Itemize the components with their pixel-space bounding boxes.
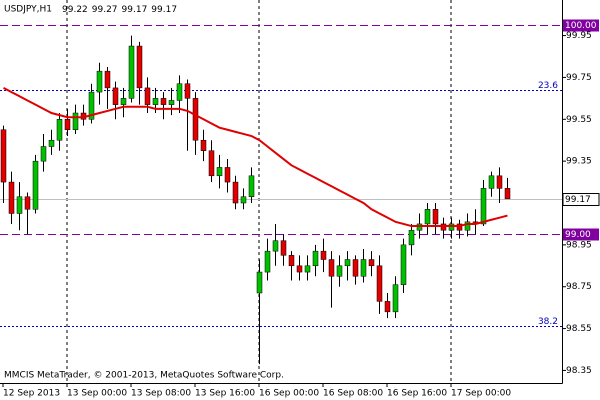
candle-body xyxy=(128,45,135,99)
candle-body xyxy=(160,98,167,105)
candle-body xyxy=(248,175,255,197)
candle-body xyxy=(352,259,359,277)
candle-body xyxy=(168,100,175,105)
ohlc-readout: 99.22 99.27 99.17 99.17 xyxy=(62,5,177,15)
candle-body xyxy=(192,98,199,141)
last-price-box xyxy=(562,193,600,206)
candle-body xyxy=(264,250,271,273)
candle-body xyxy=(432,209,439,225)
x-tick-label: 13 Sep 00:00 xyxy=(67,389,127,399)
level-name: 38.2 xyxy=(538,317,558,327)
ohlc-value: 99.17 xyxy=(122,5,148,15)
candle-body xyxy=(336,265,343,277)
ohlc-value: 99.27 xyxy=(92,5,118,15)
candle-body xyxy=(136,45,143,89)
x-tick-label: 12 Sep 2013 xyxy=(3,389,60,399)
candle-body xyxy=(16,196,23,214)
candle-body xyxy=(392,284,399,313)
candle-body xyxy=(96,70,103,93)
candle-body xyxy=(384,301,391,313)
level-label: 99.00 xyxy=(565,230,591,240)
y-tick-label: 99.35 xyxy=(566,157,592,167)
footer: MMCIS MetaTrader, © 2001-2013, MetaQuote… xyxy=(4,371,284,381)
candle-body xyxy=(496,175,503,189)
x-tick-label: 13 Sep 08:00 xyxy=(131,389,191,399)
candle-body xyxy=(272,240,279,252)
candle-body xyxy=(176,83,183,101)
candle-body xyxy=(280,240,287,256)
candle-body xyxy=(376,265,383,302)
candle-body xyxy=(56,119,63,141)
candle-body xyxy=(456,223,463,231)
candle-body xyxy=(120,98,127,105)
candle-body xyxy=(216,167,223,177)
candle-body xyxy=(112,87,119,105)
candle-body xyxy=(240,196,247,204)
candle-body xyxy=(288,255,295,267)
ohlc-value: 99.17 xyxy=(151,5,177,15)
candle-body xyxy=(400,244,407,285)
level-label: 100.00 xyxy=(565,21,597,31)
x-tick-label: 13 Sep 16:00 xyxy=(195,389,255,399)
candle-body xyxy=(152,98,159,105)
candle-body xyxy=(408,229,415,246)
level-box xyxy=(563,19,599,32)
y-tick-label: 99.75 xyxy=(566,73,592,83)
candle-body xyxy=(296,265,303,273)
candle-body xyxy=(104,70,111,89)
candle-body xyxy=(200,139,207,151)
candle-body xyxy=(488,175,495,189)
candle-body xyxy=(184,83,191,99)
candle-body xyxy=(208,150,215,177)
candle-body xyxy=(448,223,455,231)
candle-body xyxy=(368,259,375,267)
candle-body xyxy=(424,209,431,225)
candle-body xyxy=(24,196,31,210)
candle-body xyxy=(64,119,71,131)
candle-body xyxy=(40,146,47,162)
candle-body xyxy=(312,250,319,267)
candle-body xyxy=(304,265,311,273)
candle-body xyxy=(504,188,511,200)
y-tick-label: 98.35 xyxy=(566,366,592,376)
candle-body xyxy=(344,259,351,267)
y-tick-label: 99.95 xyxy=(566,31,592,41)
level-name: 23.6 xyxy=(538,81,558,91)
x-tick-label: 17 Sep 00:00 xyxy=(451,389,511,399)
chart-title: USDJPY,H1 xyxy=(4,5,52,15)
moving-average xyxy=(3,87,508,228)
plot-area: 23.6 38.2 xyxy=(0,0,562,383)
x-tick-label: 16 Sep 16:00 xyxy=(387,389,447,399)
y-tick-label: 98.55 xyxy=(566,324,592,334)
x-tick-label: 16 Sep 00:00 xyxy=(259,389,319,399)
y-tick-label: 99.55 xyxy=(566,115,592,125)
candle-body xyxy=(360,259,367,277)
candle-body xyxy=(88,91,95,120)
candle-body xyxy=(480,188,487,225)
candle-body xyxy=(224,167,231,183)
candle-body xyxy=(72,112,79,131)
candle-body xyxy=(144,87,151,105)
candle-body xyxy=(464,221,471,231)
candle-body xyxy=(232,181,239,204)
last-price-label: 99.17 xyxy=(565,195,591,205)
y-tick-label: 98.95 xyxy=(566,240,592,250)
candle-body xyxy=(8,181,15,214)
level-box xyxy=(563,228,599,241)
candle-body xyxy=(440,223,447,231)
candle-body xyxy=(256,271,263,294)
candle-body xyxy=(0,129,7,183)
x-tick-label: 16 Sep 08:00 xyxy=(323,389,383,399)
candle-body xyxy=(48,139,55,147)
candle-body xyxy=(320,250,327,260)
candle-body xyxy=(328,259,335,277)
ohlc-value: 99.22 xyxy=(62,5,88,15)
y-tick-label: 98.75 xyxy=(566,282,592,292)
candle-body xyxy=(416,223,423,231)
candle-body xyxy=(32,160,39,210)
